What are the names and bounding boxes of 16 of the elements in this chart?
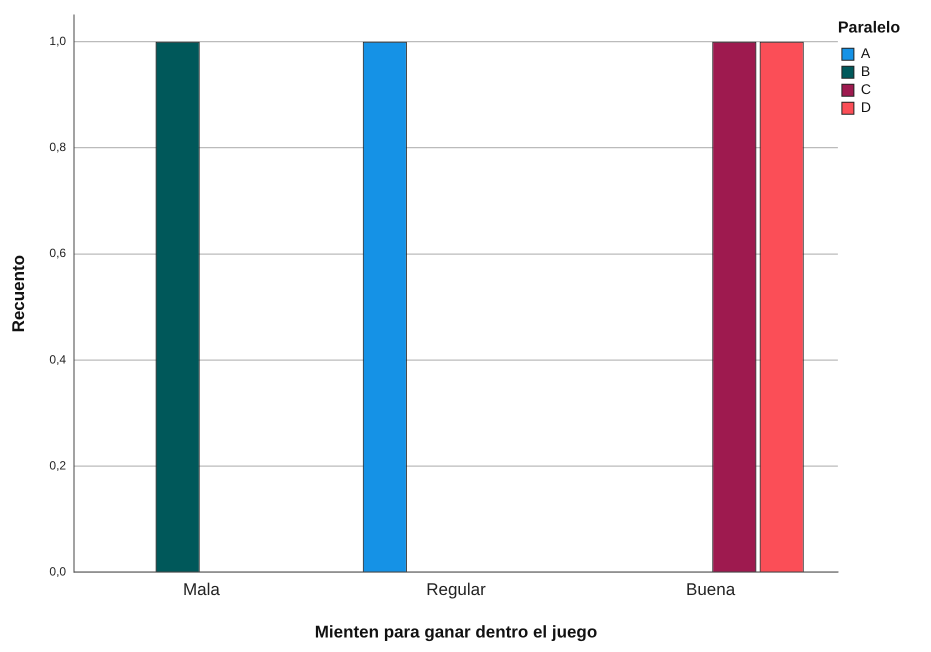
y-axis-title: Recuento: [8, 254, 28, 332]
y-tick-label: 0,4: [49, 352, 66, 366]
x-tick-label: Buena: [686, 580, 736, 600]
y-tick-label: 0,2: [49, 458, 66, 472]
legend-title: Paralelo: [838, 19, 900, 36]
legend-label: D: [860, 99, 872, 116]
y-tick-label: 1,0: [49, 34, 66, 48]
x-tick-label: Regular: [426, 580, 486, 600]
legend-label: B: [860, 63, 870, 80]
y-tick-label: 0,8: [49, 140, 66, 154]
y-tick-label: 0,0: [49, 564, 66, 579]
legend-label: C: [860, 81, 872, 98]
x-tick-label: Mala: [182, 580, 220, 600]
legend-label: A: [860, 45, 871, 62]
x-axis-title: Mienten para ganar dentro el juego: [314, 622, 598, 642]
y-tick-label: 0,6: [49, 246, 66, 260]
